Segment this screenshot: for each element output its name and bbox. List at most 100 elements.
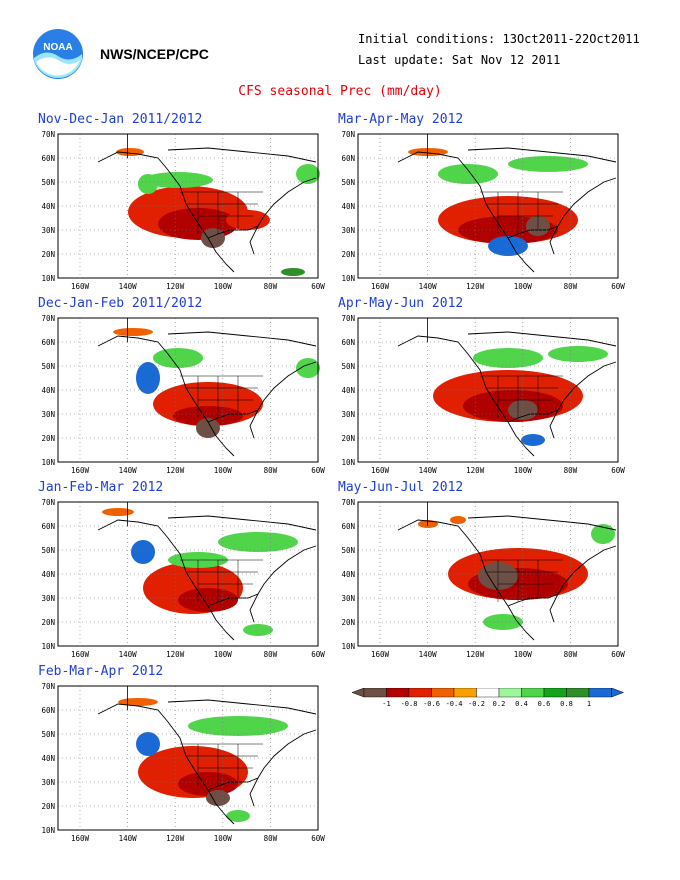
lat-tick-label: 60N: [341, 154, 355, 163]
colorbar-swatch: [543, 688, 567, 698]
anomaly-patch: [226, 210, 270, 230]
plot-area: [57, 501, 319, 647]
panel-title: Apr-May-Jun 2012: [338, 296, 464, 311]
coastline: [397, 147, 617, 273]
plot-frame: [357, 501, 619, 647]
anomaly-patch: [226, 810, 250, 822]
lon-tick-label: 60W: [611, 282, 625, 291]
lat-tick-label: 30N: [41, 226, 55, 235]
colorbar-label: -0.2: [468, 700, 485, 708]
lat-tick-label: 30N: [341, 226, 355, 235]
last-update: Last update: Sat Nov 12 2011: [358, 53, 561, 67]
colorbar-swatch: [408, 688, 432, 698]
lon-tick-label: 60W: [311, 282, 325, 291]
plot-area: [357, 317, 619, 463]
anomaly-patch: [548, 346, 608, 362]
panel-title: May-Jun-Jul 2012: [338, 480, 464, 495]
precip-map: 70N 60N 50N 40N 30N 20N 10N 160W 140W 120W 100W 80W…: [341, 498, 625, 659]
anomaly-patch: [521, 434, 545, 446]
colorbar-swatch: [386, 688, 410, 698]
lat-tick-label: 40N: [341, 386, 355, 395]
panel-title: Jan-Feb-Mar 2012: [38, 480, 164, 495]
anomaly-patch: [488, 236, 528, 256]
plot-frame: [57, 317, 319, 463]
panel-amj: Apr-May-Jun 2012 70N 60N 50N 40N 30N 20N 10N 16…: [336, 296, 646, 482]
lon-tick-label: 80W: [564, 282, 578, 291]
precip-map: 70N 60N 50N 40N 30N 20N 10N 160W 140W 120W 100W 80W…: [341, 130, 625, 291]
lon-tick-label: 160W: [71, 282, 90, 291]
coastline: [397, 331, 617, 457]
lon-tick-label: 140W: [419, 466, 438, 475]
colorbar-swatch: [453, 688, 477, 698]
org-label: NWS/NCEP/CPC: [100, 46, 209, 62]
lon-tick-label: 120W: [166, 282, 185, 291]
plot-frame: [357, 133, 619, 279]
precip-map: 70N 60N 50N 40N 30N 20N 10N 160W 140W 120W 100W 80W…: [41, 314, 325, 475]
anomaly-patch: [450, 516, 466, 524]
anomaly-patch: [188, 716, 288, 736]
lat-tick-label: 50N: [41, 362, 55, 371]
colorbar-label: -1: [382, 700, 390, 708]
anomaly-patch: [438, 164, 498, 184]
lat-tick-label: 60N: [41, 338, 55, 347]
plot-area: [57, 133, 320, 279]
panel-fma: Feb-Mar-Apr 2012 70N 60N 50N 40N 30N 20N 10N 16…: [36, 664, 346, 850]
lon-tick-label: 140W: [419, 282, 438, 291]
lat-tick-label: 20N: [41, 434, 55, 443]
panel-mjj: May-Jun-Jul 2012 70N 60N 50N 40N 30N 20N 10N 16…: [336, 480, 646, 666]
precip-map: 70N 60N 50N 40N 30N 20N 10N 160W 140W 120W 100W 80W…: [341, 314, 625, 475]
anomaly-patch: [201, 228, 225, 248]
coastline: [97, 515, 317, 641]
lat-tick-label: 20N: [341, 434, 355, 443]
colorbar-label: -0.6: [423, 700, 440, 708]
anomaly-patch: [196, 418, 220, 438]
lat-tick-label: 70N: [41, 314, 55, 323]
lon-tick-label: 160W: [71, 650, 90, 659]
plot-frame: [57, 685, 319, 831]
colorbar-arrow-low: [352, 688, 365, 698]
lat-tick-label: 20N: [41, 618, 55, 627]
lon-tick-label: 120W: [466, 282, 485, 291]
lat-tick-label: 10N: [41, 458, 55, 467]
colorbar-label: -0.8: [401, 700, 418, 708]
lon-tick-label: 120W: [166, 834, 185, 843]
lat-tick-label: 70N: [41, 498, 55, 507]
panel-title: Feb-Mar-Apr 2012: [38, 664, 164, 679]
lat-tick-label: 30N: [341, 410, 355, 419]
anomaly-patch: [138, 174, 158, 194]
colorbar-swatch: [566, 688, 590, 698]
panel-ndj: Nov-Dec-Jan 2011/2012 70N 60N 50N 40N 30N 20N…: [36, 112, 346, 298]
anomaly-patch: [143, 172, 213, 188]
lon-tick-label: 160W: [71, 466, 90, 475]
lon-tick-label: 160W: [371, 282, 390, 291]
panel-title: Dec-Jan-Feb 2011/2012: [38, 296, 203, 311]
lat-tick-label: 70N: [341, 498, 355, 507]
initial-conditions: Initial conditions: 13Oct2011-22Oct2011: [358, 32, 640, 46]
anomaly-patch: [153, 348, 203, 368]
lon-tick-label: 80W: [264, 650, 278, 659]
anomaly-patch: [173, 406, 243, 426]
lat-tick-label: 40N: [41, 202, 55, 211]
lat-tick-label: 10N: [341, 274, 355, 283]
anomaly-patch: [243, 624, 273, 636]
anomaly-patch: [178, 772, 238, 796]
lat-tick-label: 70N: [341, 130, 355, 139]
lat-tick-label: 70N: [41, 682, 55, 691]
anomaly-patch: [113, 328, 153, 336]
lon-tick-label: 80W: [264, 466, 278, 475]
lat-tick-label: 40N: [41, 386, 55, 395]
lon-tick-label: 160W: [71, 834, 90, 843]
lon-tick-label: 80W: [564, 650, 578, 659]
lat-tick-label: 60N: [341, 338, 355, 347]
lon-tick-label: 80W: [564, 466, 578, 475]
colorbar-swatch: [521, 688, 545, 698]
lat-tick-label: 30N: [341, 594, 355, 603]
lat-tick-label: 50N: [341, 362, 355, 371]
lat-tick-label: 50N: [41, 730, 55, 739]
political-boundaries: [480, 559, 563, 602]
precip-map: 70N 60N 50N 40N 30N 20N 10N 160W 140W 120W 100W 80W…: [41, 130, 325, 291]
lat-tick-label: 40N: [41, 754, 55, 763]
anomaly-patch: [591, 524, 615, 544]
lon-tick-label: 120W: [466, 650, 485, 659]
anomaly-patch: [136, 732, 160, 756]
